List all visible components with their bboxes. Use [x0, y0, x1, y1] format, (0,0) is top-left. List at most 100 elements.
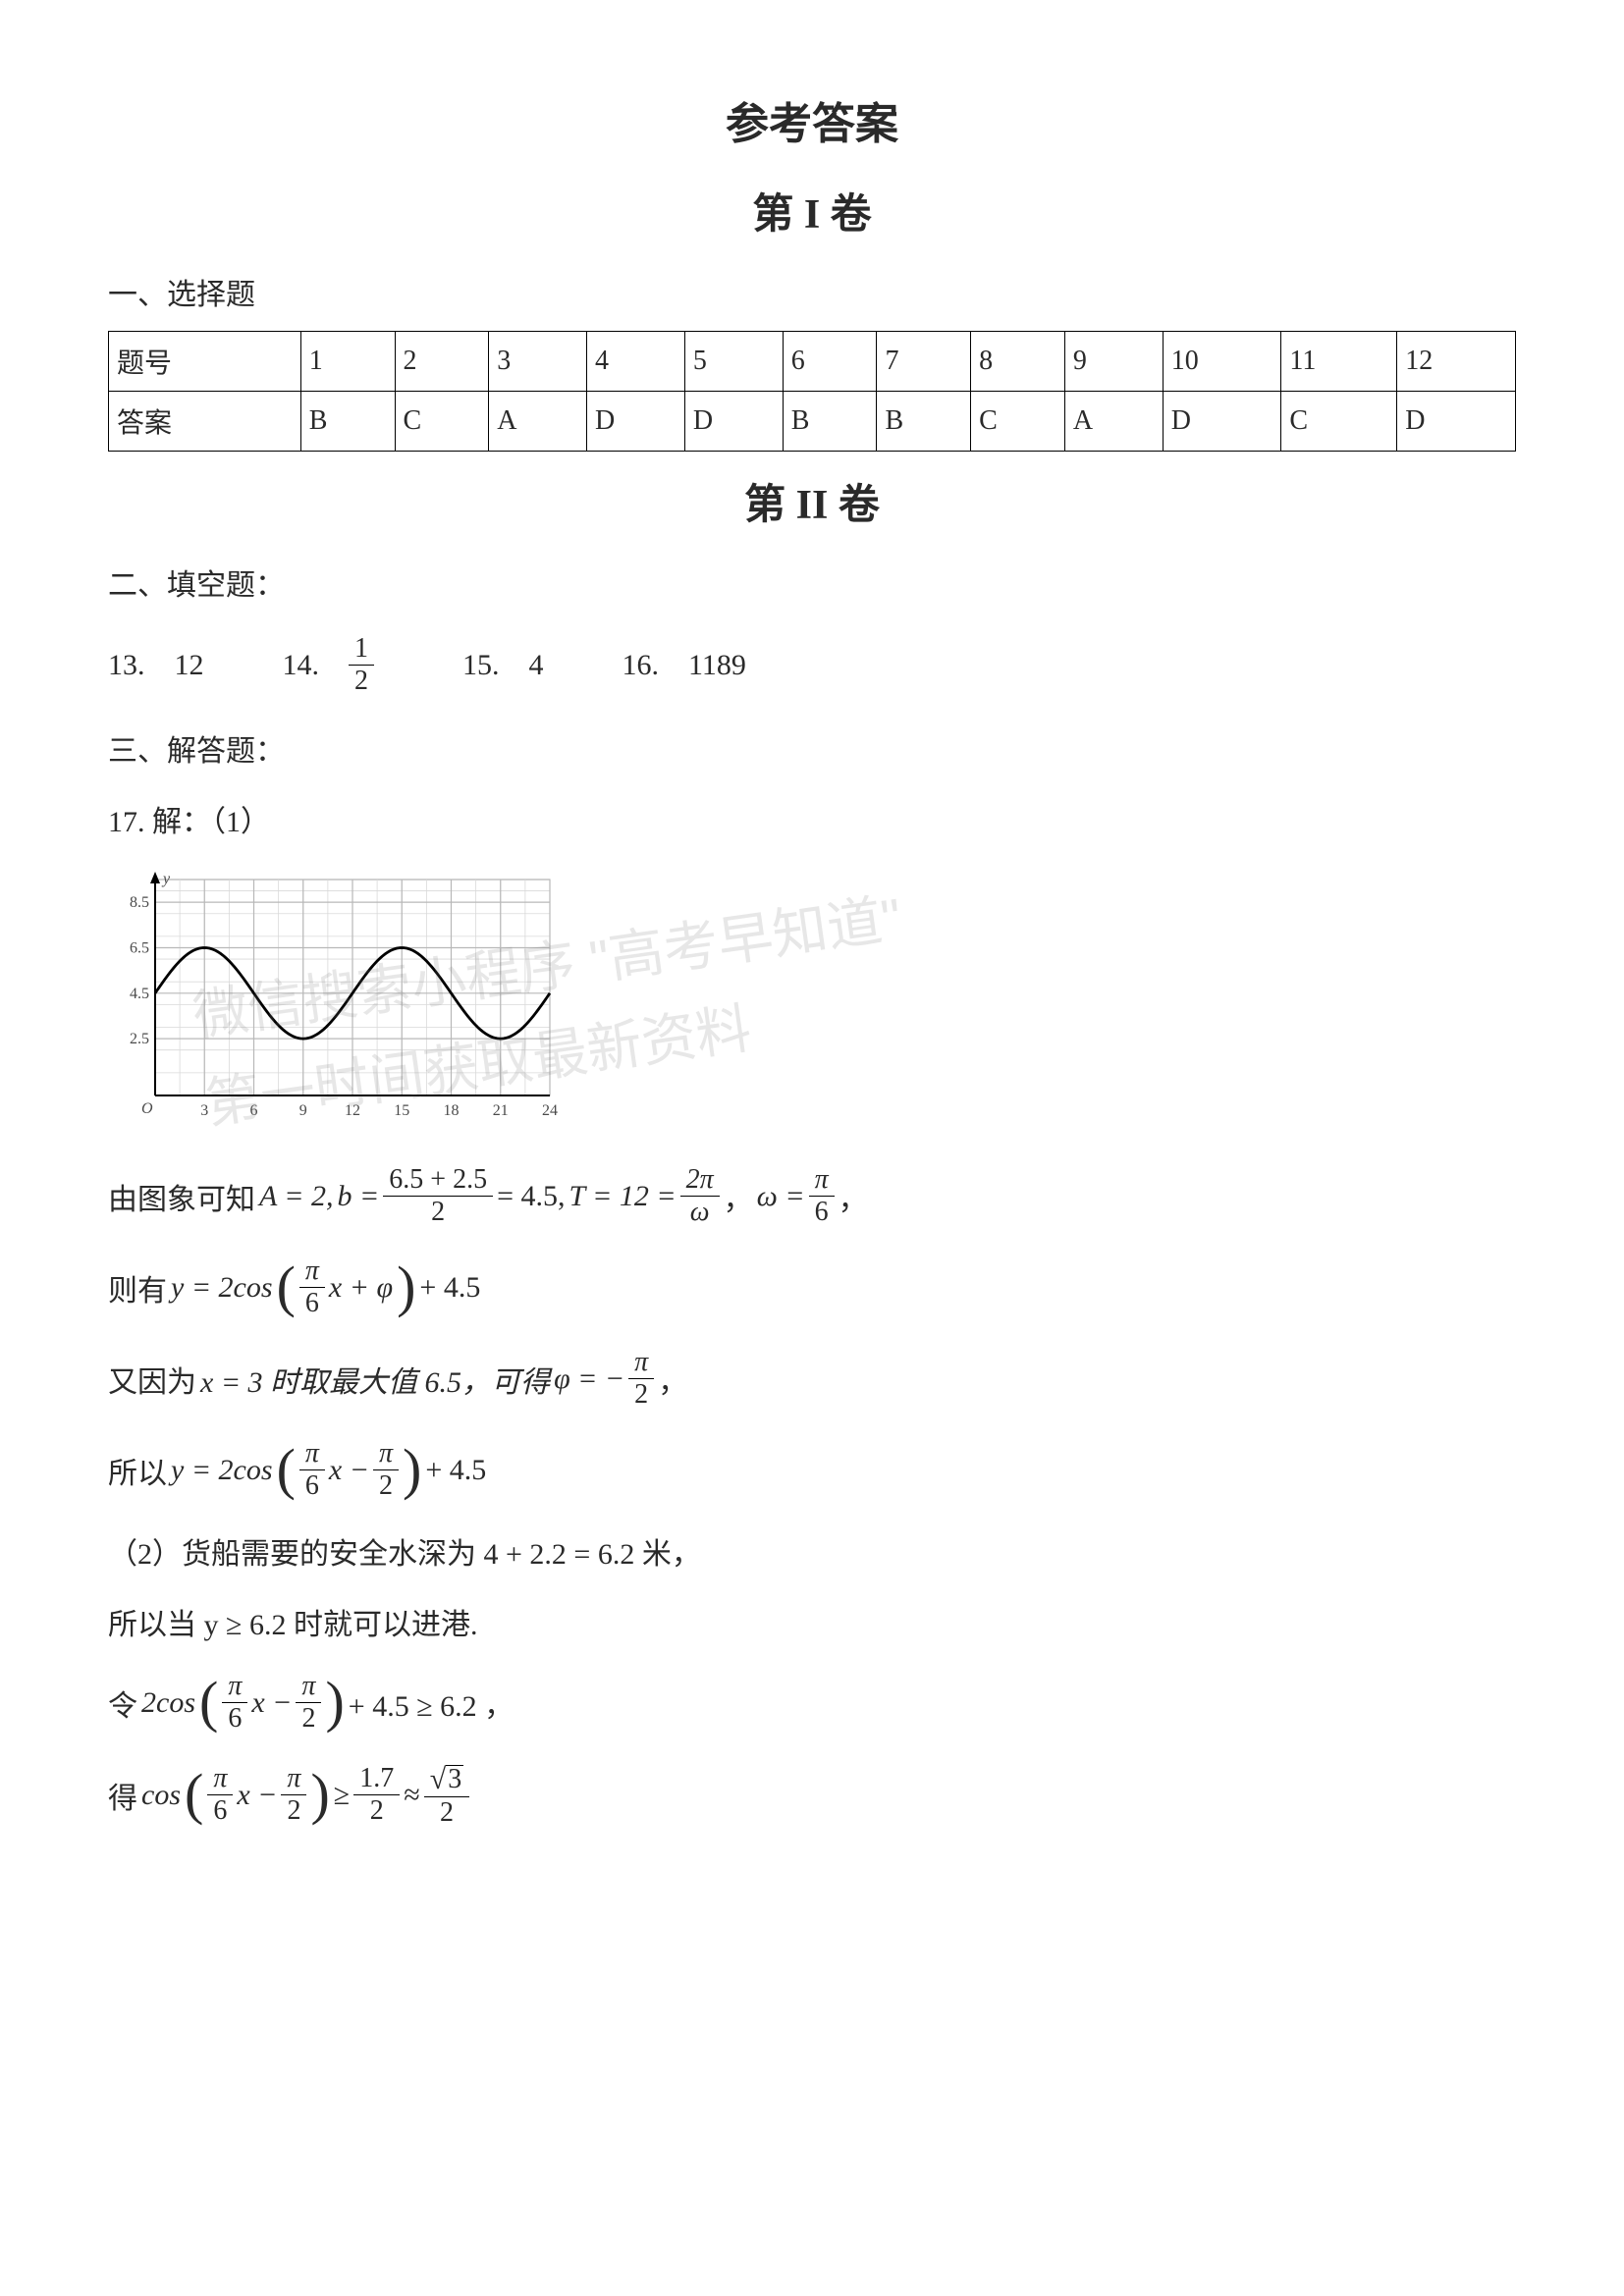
svg-text:12: 12	[345, 1102, 360, 1119]
phi-eq: φ = −	[554, 1362, 624, 1396]
q16-label: 16.	[623, 649, 660, 682]
port-line: 所以当 y ≥ 6.2 时就可以进港.	[108, 1600, 1516, 1643]
rhs1-num: 1.7	[353, 1763, 400, 1795]
arg2a-den: 6	[299, 1470, 325, 1502]
answer-cell: A	[489, 392, 587, 452]
arg3b: x −	[251, 1686, 292, 1720]
svg-text:21: 21	[493, 1102, 509, 1119]
b-frac: 6.5 + 2.5 2	[383, 1164, 493, 1228]
answer-cell: D	[1397, 392, 1516, 452]
svg-text:15: 15	[394, 1102, 409, 1119]
q15-val: 4	[529, 649, 544, 682]
rhs2-frac: √3 2	[424, 1762, 469, 1829]
col-num: 12	[1397, 332, 1516, 392]
q14-num: 1	[349, 633, 374, 666]
choice-table: 题号 1 2 3 4 5 6 7 8 9 10 11 12 答案 B C A D…	[108, 331, 1516, 452]
col-num: 1	[300, 332, 395, 392]
T-num: 2π	[680, 1164, 720, 1197]
answer-cell: C	[1281, 392, 1397, 452]
arg3c-den: 2	[296, 1703, 321, 1735]
plus-b-2: + 4.5	[425, 1454, 486, 1487]
answer-cell: D	[587, 392, 685, 452]
x3-text: x = 3 时取最大值 6.5，可得	[200, 1358, 550, 1401]
get-line: 得 cos ( π 6 x − π 2 ) ≥ 1.7 2 ≈ √3 2	[108, 1762, 1516, 1829]
answer-cell: C	[395, 392, 489, 452]
comma: ，	[724, 1175, 753, 1218]
then-line: 则有 y = 2cos ( π 6 x + φ ) + 4.5	[108, 1255, 1516, 1319]
phi-num: π	[628, 1347, 654, 1379]
col-num: 11	[1281, 332, 1397, 392]
svg-text:18: 18	[444, 1102, 460, 1119]
b-result: = 4.5,	[497, 1180, 565, 1213]
header-label: 题号	[109, 332, 301, 392]
arg2c-num: π	[373, 1438, 399, 1470]
geq2: ≥	[334, 1779, 350, 1812]
arg3a-den: 6	[222, 1703, 247, 1735]
T-den: ω	[684, 1197, 716, 1228]
col-num: 3	[489, 332, 587, 392]
arg1b: x + φ	[329, 1271, 393, 1305]
arg2a-frac: π 6	[299, 1438, 325, 1502]
comma2: ，	[839, 1175, 868, 1218]
q13-label: 13.	[108, 649, 145, 682]
cos-prefix: cos	[141, 1779, 181, 1812]
col-num: 7	[877, 332, 971, 392]
y-eq-2: y = 2cos	[171, 1454, 273, 1487]
T-frac: 2π ω	[680, 1164, 720, 1228]
heading-choice: 一、选择题	[108, 270, 1516, 313]
arg4b: x −	[237, 1779, 277, 1812]
omega-eq: ω =	[757, 1180, 805, 1213]
answer-cell: C	[971, 392, 1065, 452]
so-prefix: 所以	[108, 1449, 167, 1492]
arg2a-num: π	[299, 1438, 325, 1470]
arg4a-den: 6	[207, 1795, 233, 1827]
col-num: 10	[1163, 332, 1281, 392]
arg4a-frac: π 6	[207, 1763, 233, 1827]
wave-chart: 36912151821242.54.56.58.5Oy	[108, 870, 1516, 1125]
answer-cell: B	[877, 392, 971, 452]
col-num: 2	[395, 332, 489, 392]
lparen-icon: (	[277, 1267, 296, 1308]
page-root: 参考答案 第 I 卷 一、选择题 题号 1 2 3 4 5 6 7 8 9 10…	[0, 0, 1624, 2296]
table-row: 题号 1 2 3 4 5 6 7 8 9 10 11 12	[109, 332, 1516, 392]
omega-num: π	[809, 1164, 835, 1197]
q17-label: 17. 解：（1）	[108, 797, 1516, 840]
q14-label: 14.	[283, 649, 320, 682]
svg-text:2.5: 2.5	[130, 1031, 149, 1047]
col-num: 9	[1064, 332, 1163, 392]
so-line: 所以 y = 2cos ( π 6 x − π 2 ) + 4.5	[108, 1438, 1516, 1502]
arg1a-den: 6	[299, 1288, 325, 1319]
A-eq: A = 2,	[259, 1180, 334, 1213]
svg-text:6: 6	[250, 1102, 258, 1119]
heading-fill: 二、填空题：	[108, 561, 1516, 604]
fill-answers-row: 13. 12 14. 1 2 15. 4 16. 1189	[108, 633, 1516, 697]
answer-cell: B	[783, 392, 877, 452]
let-line: 令 2cos ( π 6 x − π 2 ) + 4.5 ≥ 6.2 ，	[108, 1671, 1516, 1735]
let-prefix: 令	[108, 1682, 137, 1725]
answer-cell: D	[684, 392, 783, 452]
rparen4-icon: )	[310, 1775, 329, 1815]
omega-den: 6	[809, 1197, 835, 1228]
y-eq-1: y = 2cos	[171, 1271, 273, 1305]
col-num: 6	[783, 332, 877, 392]
arg4a-num: π	[207, 1763, 233, 1795]
svg-text:3: 3	[200, 1102, 208, 1119]
heading-solve: 三、解答题：	[108, 726, 1516, 770]
arg2c-den: 2	[373, 1470, 399, 1502]
arg3c-frac: π 2	[296, 1671, 321, 1735]
q17-2-line: （2）货船需要的安全水深为 4 + 2.2 = 6.2 米，	[108, 1529, 1516, 1573]
lparen2-icon: (	[277, 1450, 296, 1490]
because-line: 又因为 x = 3 时取最大值 6.5，可得 φ = − π 2 ，	[108, 1347, 1516, 1411]
answer-cell: B	[300, 392, 395, 452]
lparen4-icon: (	[185, 1775, 203, 1815]
svg-text:4.5: 4.5	[130, 986, 149, 1002]
arg4c-den: 2	[281, 1795, 306, 1827]
arg1a-frac: π 6	[299, 1255, 325, 1319]
rparen2-icon: )	[403, 1450, 421, 1490]
q14-fraction: 1 2	[349, 633, 374, 697]
rparen-icon: )	[397, 1267, 415, 1308]
rparen3-icon: )	[325, 1682, 344, 1723]
q16-val: 1189	[688, 649, 746, 682]
q14-den: 2	[349, 666, 374, 697]
geq-text: + 4.5 ≥ 6.2 ，	[349, 1682, 514, 1725]
